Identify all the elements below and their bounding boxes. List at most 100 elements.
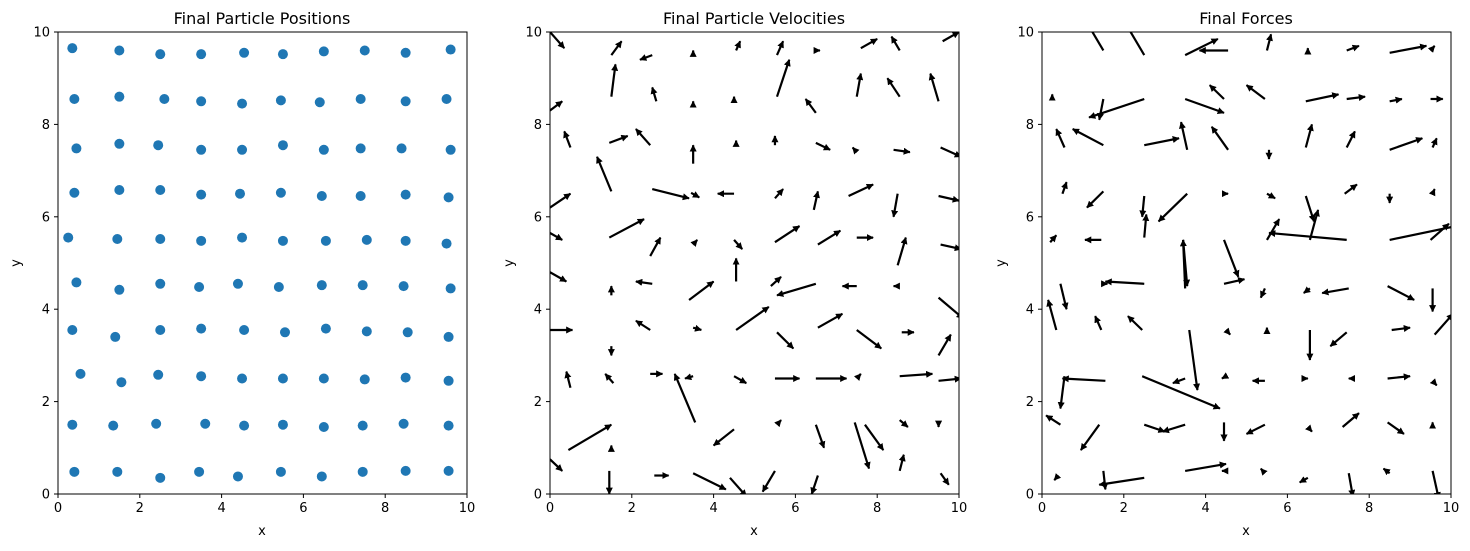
particle-point <box>279 327 290 338</box>
velocity-arrow <box>851 146 860 155</box>
velocity-arrow <box>550 271 567 283</box>
velocities-ytick-label: 4 <box>534 303 542 318</box>
force-arrow <box>1088 97 1145 119</box>
force-arrow <box>1223 277 1246 285</box>
velocity-arrow <box>890 36 901 52</box>
force-arrow <box>1143 423 1166 433</box>
force-arrow <box>1179 239 1187 289</box>
velocity-arrow <box>567 423 612 452</box>
particle-point <box>196 235 207 246</box>
force-arrow <box>1059 283 1069 310</box>
particle-point <box>355 93 366 104</box>
forces-ytick-label: 4 <box>1026 303 1034 318</box>
velocity-arrow <box>856 329 882 350</box>
particle-point <box>445 283 456 294</box>
force-arrow <box>1222 239 1240 278</box>
forces-xtick-label: 6 <box>1283 501 1291 516</box>
velocity-arrow <box>735 305 770 331</box>
force-arrow <box>1127 315 1143 331</box>
velocity-arrow <box>853 422 871 470</box>
particle-point <box>355 191 366 202</box>
force-arrow <box>1144 136 1180 147</box>
velocity-arrow <box>550 192 572 209</box>
particle-point <box>196 144 207 155</box>
velocities-xtick-label: 10 <box>951 501 968 516</box>
force-arrow <box>1428 188 1436 197</box>
velocities-panel: Final Particle Velocities 0 2 4 6 8 10 0 2 4 6 8 10… <box>502 9 967 539</box>
particle-point <box>153 140 164 151</box>
velocity-arrow <box>893 147 911 155</box>
particle-point <box>318 373 329 384</box>
velocity-arrow <box>855 72 864 97</box>
positions-ylabel: y <box>9 259 24 267</box>
velocity-arrow <box>550 100 563 112</box>
particle-point <box>400 465 411 476</box>
force-arrow <box>1104 278 1145 286</box>
particle-point <box>275 466 286 477</box>
velocity-arrow <box>774 419 782 428</box>
velocities-xtick-label: 4 <box>709 501 717 516</box>
velocity-arrow <box>608 134 629 144</box>
particle-point <box>400 372 411 383</box>
particle-point <box>196 371 207 382</box>
force-arrow <box>1304 123 1314 148</box>
positions-ticks: 0 2 4 6 8 10 0 2 4 6 8 10 <box>33 26 475 517</box>
positions-axes-frame <box>57 31 468 495</box>
velocity-arrow <box>886 77 901 98</box>
particle-point <box>443 192 454 203</box>
velocities-ticks: 0 2 4 6 8 10 0 2 4 6 8 10 <box>525 26 967 517</box>
force-arrow <box>1387 285 1415 301</box>
particle-point <box>320 235 331 246</box>
particle-point <box>443 375 454 386</box>
forces-xtick-label: 4 <box>1201 501 1209 516</box>
forces-xtick-label: 8 <box>1365 501 1373 516</box>
forces-ticks: 0 2 4 6 8 10 0 2 4 6 8 10 <box>1017 26 1459 517</box>
velocity-arrow <box>937 334 952 356</box>
velocity-arrow <box>651 188 690 201</box>
particle-point <box>232 278 243 289</box>
particle-point <box>402 327 413 338</box>
positions-ytick-label: 4 <box>42 303 50 318</box>
velocity-arrow <box>563 130 572 148</box>
force-arrow <box>1245 423 1266 435</box>
force-arrow <box>1184 97 1225 115</box>
particle-point <box>63 232 74 243</box>
force-arrow <box>1305 424 1313 433</box>
particle-point <box>155 472 166 483</box>
particle-point <box>443 420 454 431</box>
velocity-arrow <box>712 428 735 447</box>
force-arrow <box>1304 195 1316 223</box>
particle-point <box>71 277 82 288</box>
forces-title: Final Forces <box>1199 9 1293 28</box>
force-arrow <box>1345 130 1356 148</box>
particle-point <box>318 144 329 155</box>
force-arrow <box>1389 226 1451 241</box>
particle-point <box>114 91 125 102</box>
velocity-arrow <box>937 296 959 319</box>
particle-point <box>359 374 370 385</box>
particle-point <box>443 465 454 476</box>
force-arrow <box>1188 329 1201 391</box>
velocity-arrow <box>815 141 831 151</box>
force-arrow <box>1045 414 1062 426</box>
particle-point <box>277 235 288 246</box>
velocities-xlabel: x <box>750 524 758 539</box>
particle-point <box>232 471 243 482</box>
velocity-arrow <box>896 236 908 266</box>
particle-point <box>359 45 370 56</box>
velocity-arrow <box>899 370 934 378</box>
particle-point <box>275 187 286 198</box>
force-arrow <box>1097 98 1105 121</box>
force-arrow <box>1266 192 1276 200</box>
particle-point <box>277 373 288 384</box>
velocity-arrow <box>690 191 700 199</box>
force-arrow <box>1430 137 1438 148</box>
velocity-arrow <box>692 472 727 491</box>
velocity-arrow <box>938 375 959 383</box>
particle-point <box>361 234 372 245</box>
particle-point <box>196 49 207 60</box>
force-arrow <box>1389 43 1428 54</box>
particle-point <box>239 324 250 335</box>
particle-point <box>237 373 248 384</box>
